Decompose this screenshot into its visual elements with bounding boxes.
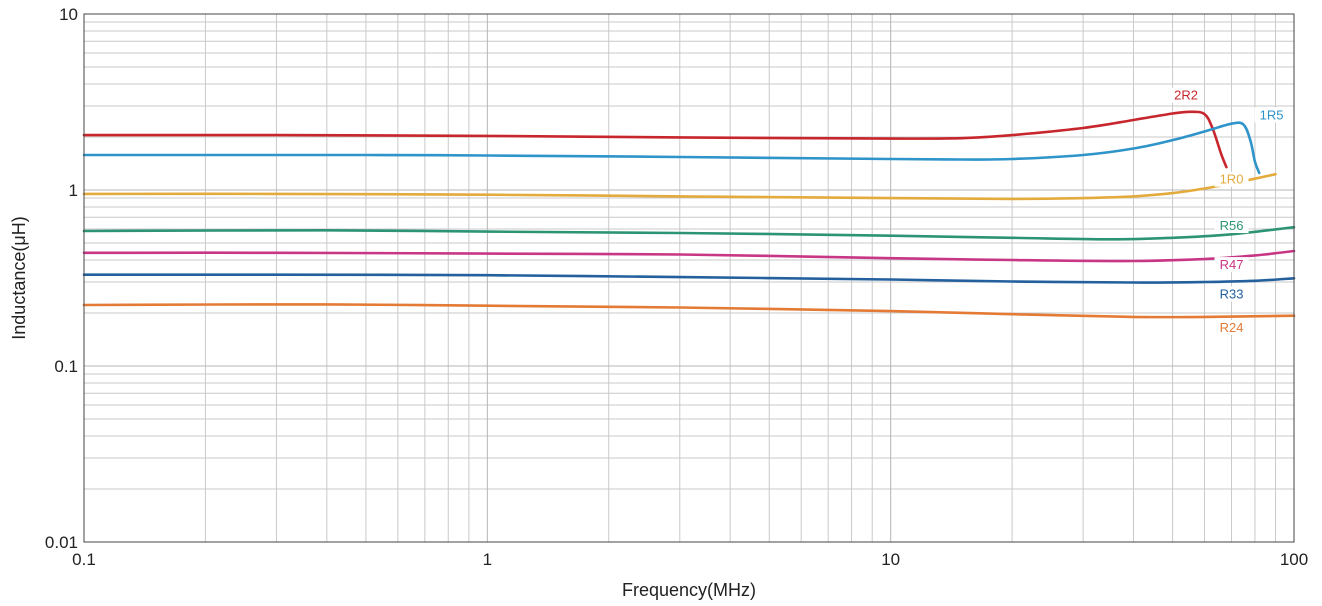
x-axis-tick-labels: 0.1 1 10 100: [72, 550, 1308, 569]
series-label-background: [1254, 107, 1289, 123]
series-curve-2r2: [82, 110, 1228, 169]
series-curves: [82, 110, 1296, 319]
series-label-background: [1214, 320, 1249, 336]
x-tick-label: 0.1: [72, 550, 96, 569]
x-tick-label: 100: [1280, 550, 1308, 569]
x-tick-label: 1: [483, 550, 492, 569]
y-axis-title: Inductance(μH): [9, 216, 29, 339]
x-tick-label: 10: [881, 550, 900, 569]
y-tick-label: 0.01: [45, 533, 78, 552]
series-labels: 2R2 1R5 1R0 R56 R47 R33 R24: [1169, 87, 1289, 336]
series-label-r56: R56: [1220, 218, 1244, 233]
y-axis-tick-labels: 0.01 0.1 1 10: [45, 5, 78, 552]
series-curve-r47: [82, 249, 1296, 263]
series-curve-1r5: [82, 121, 1261, 175]
series-curve-r24: [82, 303, 1296, 319]
series-label-background: [1214, 171, 1249, 187]
y-tick-label: 10: [59, 5, 78, 24]
y-tick-label: 0.1: [54, 357, 78, 376]
series-curve-r56: [82, 225, 1296, 241]
series-label-2r2: 2R2: [1174, 88, 1198, 103]
series-curve-r33: [82, 273, 1296, 284]
series-label-r24: R24: [1220, 320, 1244, 335]
series-label-background: [1214, 257, 1249, 273]
series-label-background: [1214, 218, 1249, 234]
series-label-1r5: 1R5: [1260, 107, 1284, 122]
series-label-background: [1214, 286, 1249, 302]
series-label-r33: R33: [1220, 287, 1244, 302]
y-tick-label: 1: [69, 181, 78, 200]
series-label-background: [1169, 87, 1204, 103]
plot-frame: [83, 13, 1295, 543]
series-label-r47: R47: [1220, 257, 1244, 272]
series-label-1r0: 1R0: [1220, 172, 1244, 187]
x-axis-title: Frequency(MHz): [622, 580, 756, 600]
